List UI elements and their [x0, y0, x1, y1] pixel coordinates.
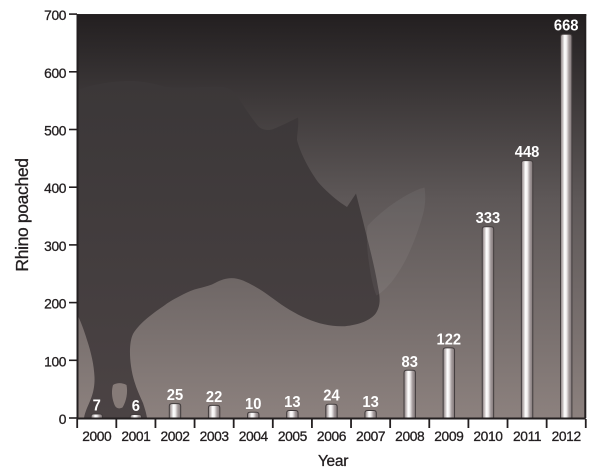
svg-text:200: 200	[44, 297, 67, 312]
svg-text:2005: 2005	[278, 429, 308, 444]
svg-text:0: 0	[59, 412, 67, 427]
svg-text:7: 7	[93, 397, 101, 414]
svg-text:2004: 2004	[239, 429, 269, 444]
svg-text:700: 700	[44, 8, 67, 23]
svg-text:2012: 2012	[552, 429, 581, 444]
svg-text:500: 500	[44, 124, 67, 139]
svg-text:300: 300	[44, 239, 67, 254]
svg-text:2008: 2008	[395, 429, 425, 444]
svg-text:448: 448	[515, 144, 540, 161]
svg-text:2007: 2007	[356, 429, 385, 444]
svg-text:22: 22	[206, 389, 222, 406]
svg-text:13: 13	[362, 394, 378, 411]
svg-text:668: 668	[554, 17, 579, 34]
svg-text:2003: 2003	[200, 429, 230, 444]
svg-text:83: 83	[402, 353, 418, 370]
svg-text:100: 100	[44, 354, 67, 369]
svg-text:333: 333	[476, 210, 501, 227]
svg-text:2011: 2011	[513, 429, 541, 444]
svg-text:2000: 2000	[82, 429, 112, 444]
svg-text:2006: 2006	[317, 429, 347, 444]
svg-text:13: 13	[284, 394, 300, 411]
svg-text:Rhino poached: Rhino poached	[12, 158, 32, 271]
svg-text:600: 600	[44, 66, 67, 81]
svg-text:2010: 2010	[473, 429, 503, 444]
svg-text:122: 122	[437, 331, 462, 348]
svg-text:Year: Year	[318, 453, 348, 470]
svg-text:2009: 2009	[434, 429, 464, 444]
svg-text:24: 24	[323, 387, 340, 404]
svg-text:2001: 2001	[121, 429, 150, 444]
svg-text:10: 10	[245, 395, 261, 412]
svg-text:400: 400	[44, 181, 67, 196]
svg-text:6: 6	[132, 398, 140, 415]
svg-text:25: 25	[167, 387, 183, 404]
svg-text:2002: 2002	[160, 429, 189, 444]
